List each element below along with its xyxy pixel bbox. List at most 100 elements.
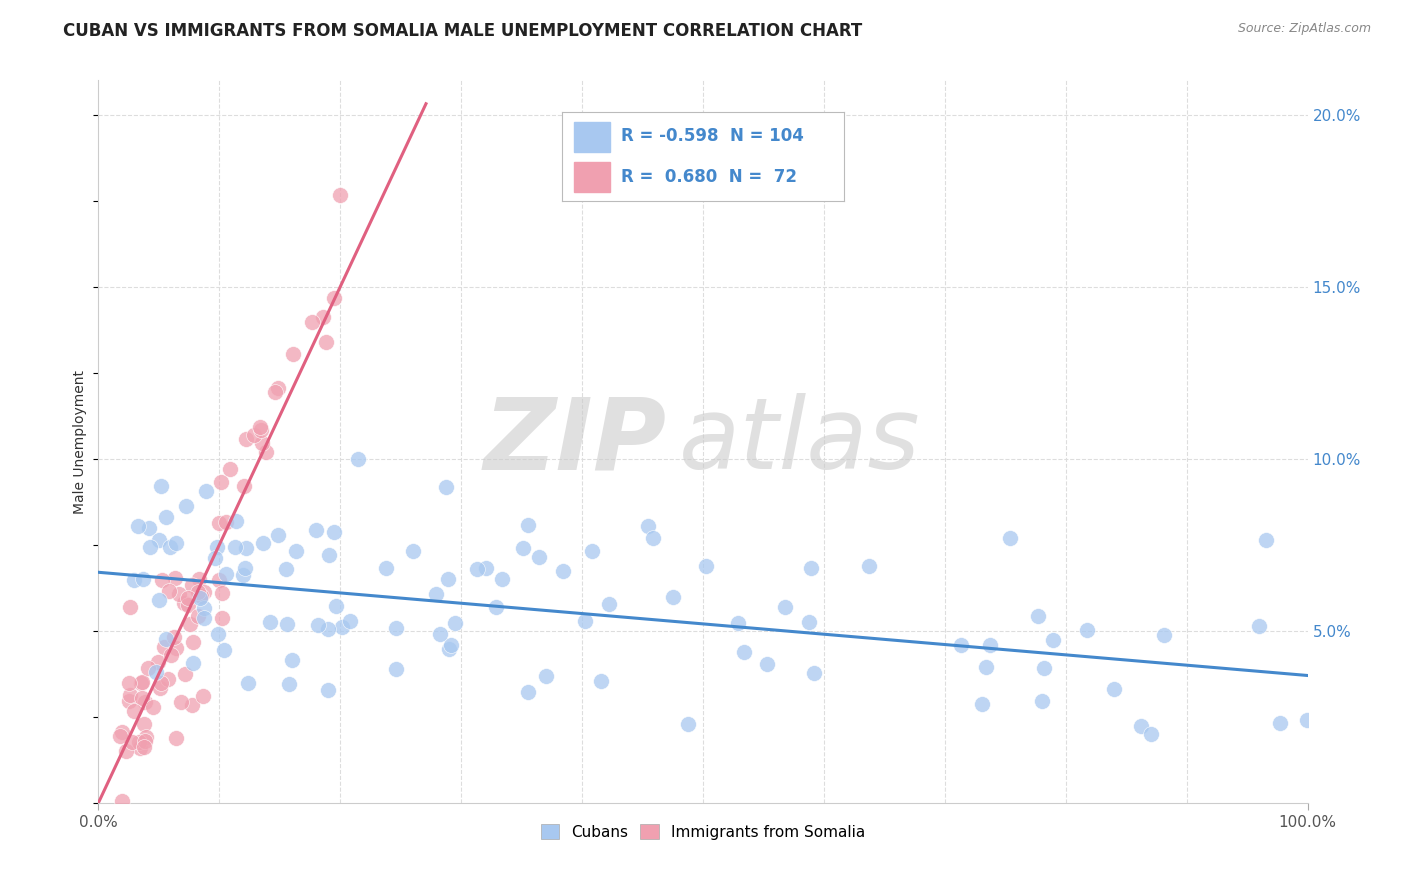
Point xyxy=(131,674,153,689)
Point xyxy=(598,598,620,612)
Point xyxy=(1102,682,1125,697)
Point xyxy=(254,444,277,458)
Point xyxy=(146,656,169,670)
Point xyxy=(974,659,997,673)
Point xyxy=(134,734,156,748)
Point xyxy=(204,551,226,566)
Point xyxy=(312,310,335,324)
Point xyxy=(136,661,159,675)
Point xyxy=(527,549,550,564)
Point xyxy=(695,559,717,574)
Point xyxy=(437,642,460,657)
Point xyxy=(181,656,204,670)
Point xyxy=(159,648,181,663)
Point xyxy=(211,610,233,624)
Point xyxy=(402,543,425,558)
Point xyxy=(122,573,145,587)
Point xyxy=(187,573,209,587)
Point xyxy=(233,561,256,575)
Point xyxy=(250,436,273,450)
Point xyxy=(150,479,173,493)
Point xyxy=(155,632,177,646)
Point xyxy=(591,674,613,689)
Point xyxy=(266,528,288,542)
Point xyxy=(127,518,149,533)
Point xyxy=(1130,719,1153,733)
Point xyxy=(551,564,574,578)
Point xyxy=(267,381,290,395)
Point xyxy=(135,730,157,744)
Point xyxy=(190,589,212,603)
Point xyxy=(111,725,134,739)
Point xyxy=(129,675,152,690)
Point xyxy=(225,514,247,528)
Point xyxy=(1153,628,1175,642)
Point xyxy=(148,533,170,547)
Point xyxy=(120,688,142,702)
Point xyxy=(259,615,281,629)
Point xyxy=(491,573,513,587)
Point xyxy=(727,616,749,631)
Point xyxy=(118,599,141,614)
Point xyxy=(124,704,146,718)
Point xyxy=(138,540,160,554)
Point xyxy=(263,385,285,400)
Point xyxy=(180,577,202,591)
Point xyxy=(315,335,337,350)
Point xyxy=(662,590,685,604)
Point xyxy=(434,480,457,494)
Point xyxy=(249,423,271,437)
Point xyxy=(1032,661,1054,675)
Point xyxy=(118,694,141,708)
Point xyxy=(218,462,240,476)
Point xyxy=(517,685,540,699)
Point xyxy=(153,640,176,654)
Point xyxy=(181,635,204,649)
Point xyxy=(1026,608,1049,623)
Text: atlas: atlas xyxy=(679,393,921,490)
Point xyxy=(1140,727,1163,741)
Point xyxy=(800,561,823,575)
Point xyxy=(180,698,202,712)
Point xyxy=(142,700,165,714)
Point xyxy=(323,525,346,540)
Point xyxy=(108,730,131,744)
Point xyxy=(581,544,603,558)
Point xyxy=(249,419,271,434)
Point xyxy=(187,585,209,599)
Point xyxy=(209,475,232,490)
Point xyxy=(998,531,1021,545)
Point xyxy=(232,568,254,582)
Point xyxy=(375,561,398,575)
Point xyxy=(281,347,304,361)
Point xyxy=(733,645,755,659)
Point xyxy=(121,735,143,749)
Point xyxy=(318,548,340,562)
Point xyxy=(176,499,198,513)
Point xyxy=(117,676,139,690)
Point xyxy=(1042,633,1064,648)
Point xyxy=(193,601,215,615)
Point xyxy=(274,562,297,576)
Point xyxy=(156,672,179,686)
Point xyxy=(155,509,177,524)
Point xyxy=(235,432,257,446)
Point xyxy=(325,599,347,613)
Point xyxy=(1295,714,1317,728)
Point xyxy=(157,583,180,598)
Point xyxy=(676,717,699,731)
Point xyxy=(512,541,534,556)
Point xyxy=(208,573,231,587)
Point xyxy=(177,591,200,606)
Point xyxy=(1031,694,1053,708)
Point xyxy=(301,315,323,329)
Point xyxy=(799,615,821,629)
Point xyxy=(972,697,994,711)
Point xyxy=(858,558,880,573)
Point xyxy=(465,562,488,576)
Point xyxy=(1076,623,1098,637)
Point xyxy=(145,665,167,679)
Point xyxy=(163,571,186,585)
Text: Source: ZipAtlas.com: Source: ZipAtlas.com xyxy=(1237,22,1371,36)
Point xyxy=(195,484,218,499)
